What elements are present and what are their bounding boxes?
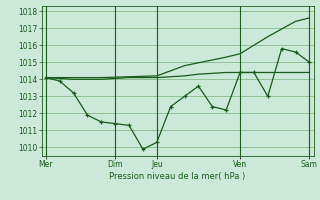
X-axis label: Pression niveau de la mer( hPa ): Pression niveau de la mer( hPa ) xyxy=(109,172,246,181)
